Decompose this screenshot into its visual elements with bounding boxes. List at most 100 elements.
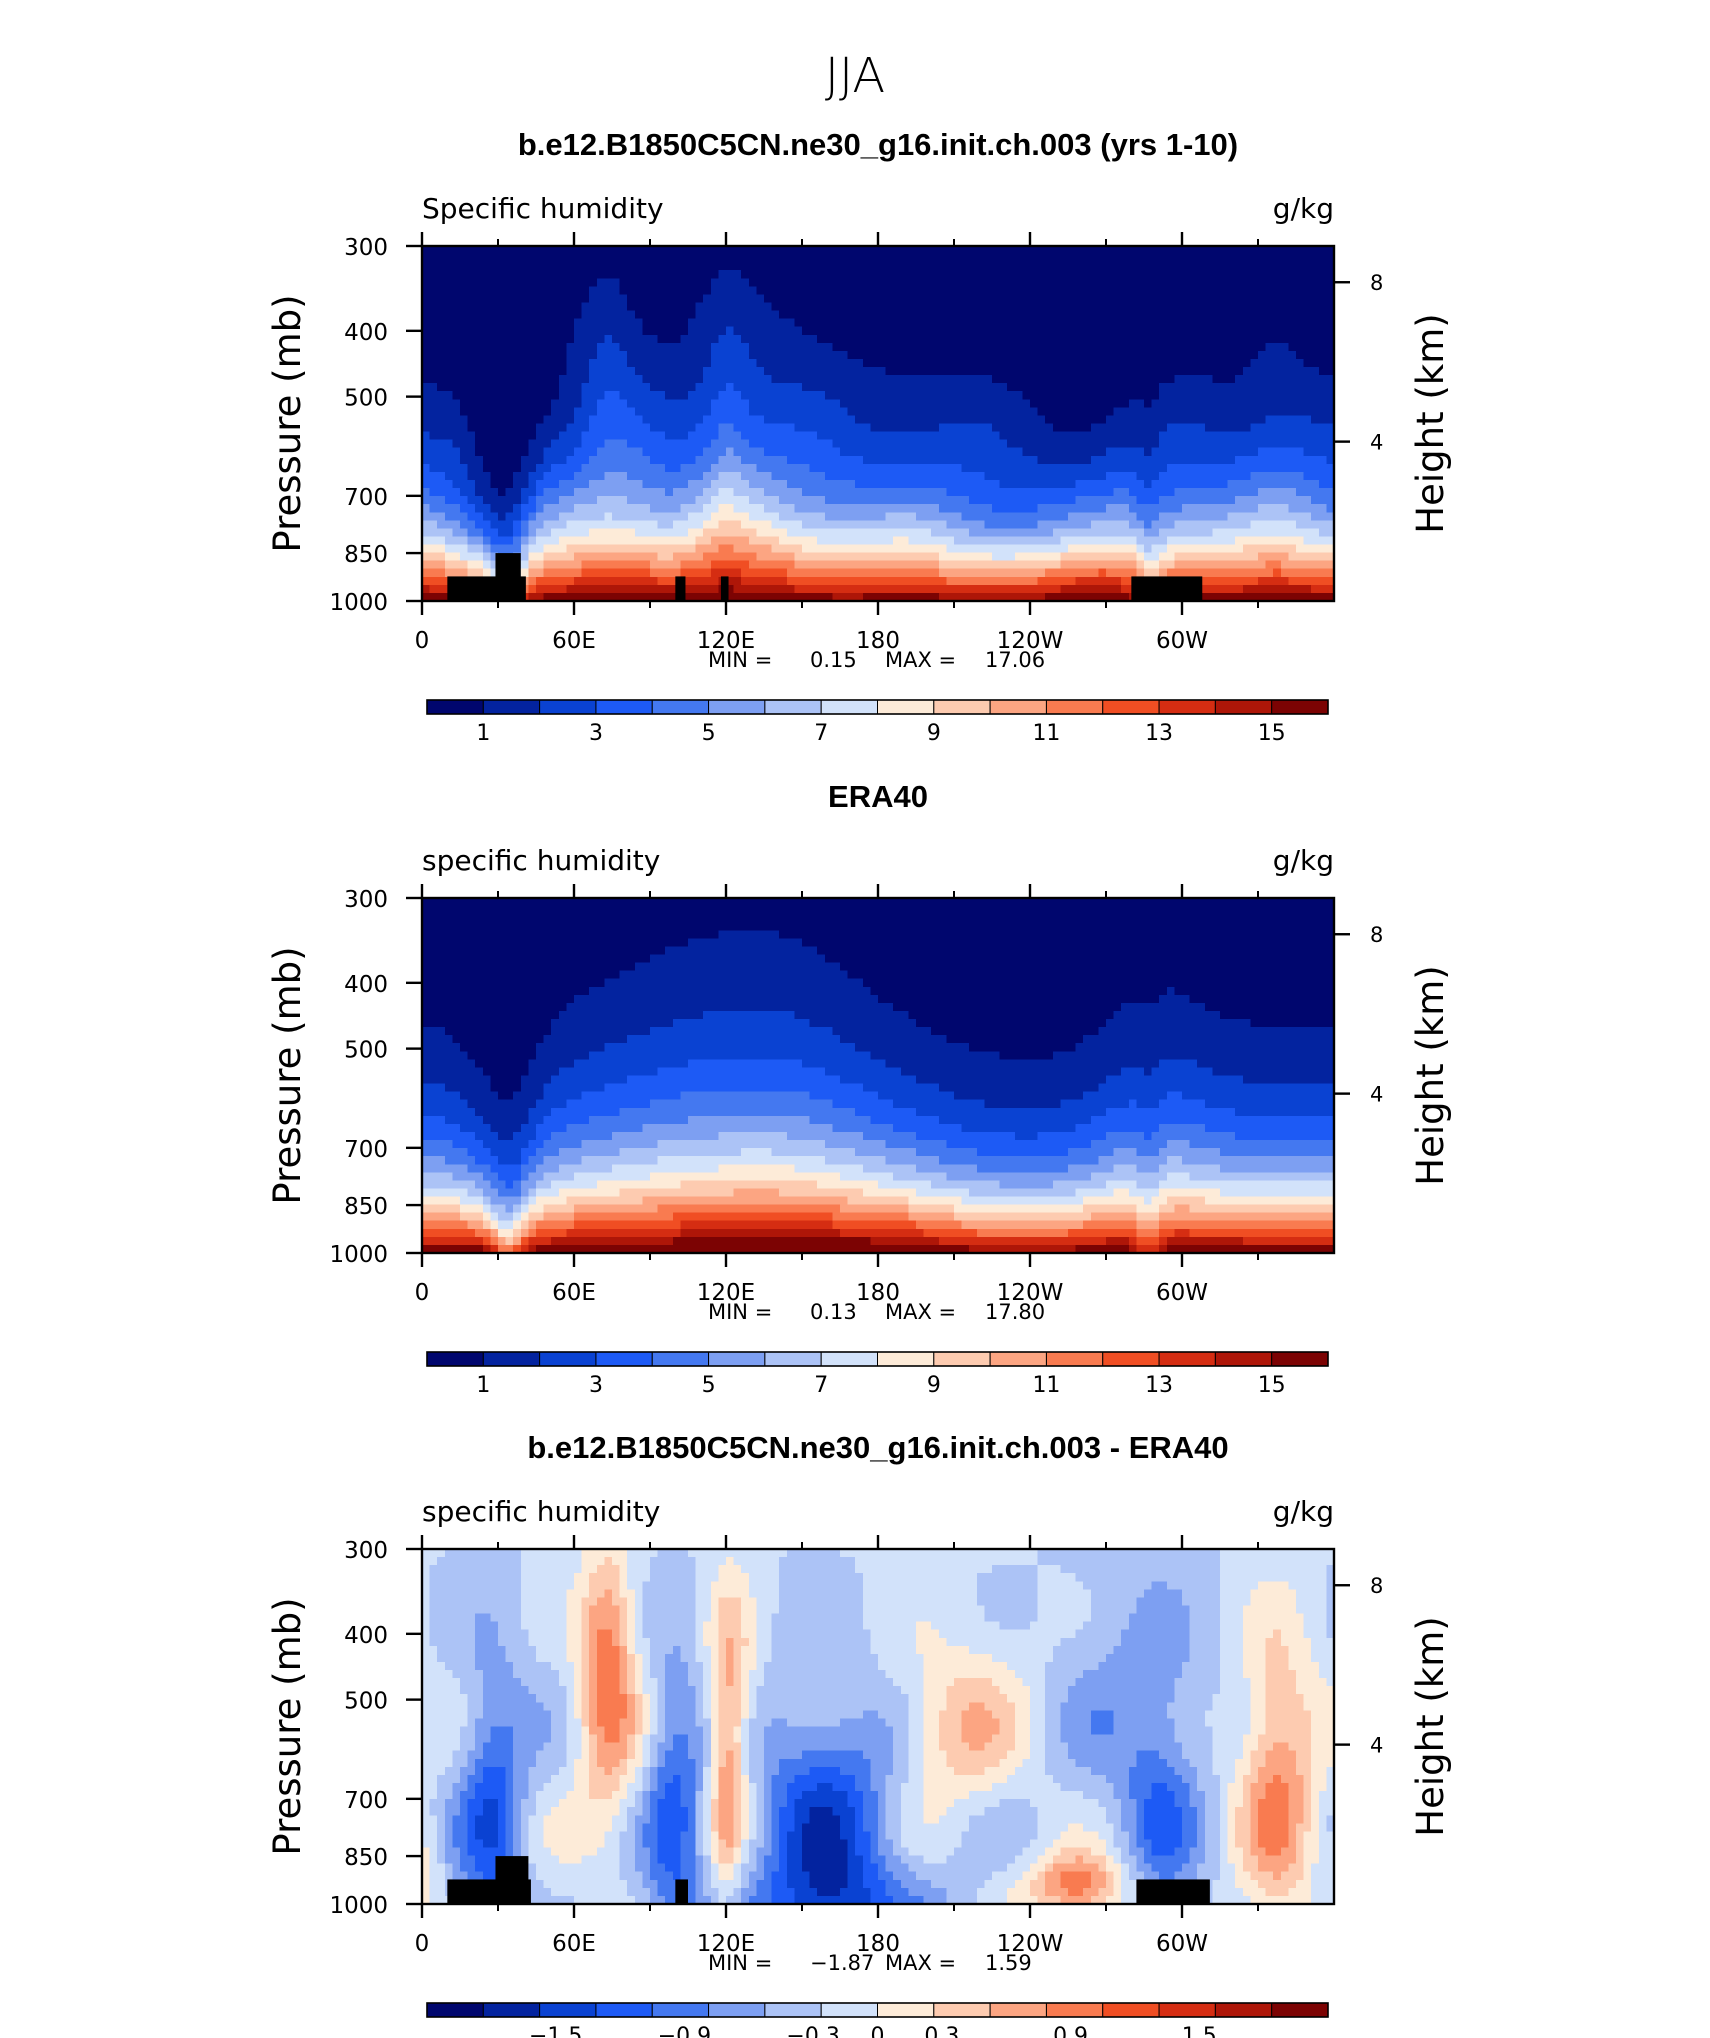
field-cell [558,552,567,562]
field-cell [634,496,643,505]
field-cell [710,415,719,425]
field-cell [1220,286,1229,296]
field-cell [1151,488,1160,497]
field-cell [1060,302,1069,312]
field-cell [916,471,925,481]
field-cell [771,399,780,408]
field-cell [976,278,985,287]
field-cell [1136,439,1145,449]
field-cell [771,455,780,465]
field-cell [1227,367,1236,376]
field-cell [1189,520,1198,529]
field-cell [748,560,757,570]
field-cell [437,286,446,296]
field-cell [482,447,491,457]
field-cell [695,326,704,336]
field-cell [1280,399,1289,408]
field-cell [1204,270,1213,279]
field-cell [1280,496,1289,505]
field-cell [1220,439,1229,449]
field-cell [878,536,887,546]
field-cell [885,455,894,465]
field-cell [1159,504,1168,513]
field-cell [1197,407,1206,417]
field-cell [1273,431,1282,441]
field-cell [1090,334,1099,344]
field-cell [634,568,643,578]
field-cell [528,479,537,489]
field-cell [543,536,552,546]
field-cell [1296,536,1305,546]
field-cell [437,407,446,417]
field-cell [733,479,742,489]
field-cell [786,512,795,521]
field-cell [1197,270,1206,279]
field-cell [574,488,583,497]
field-cell [764,439,773,449]
field-cell [1318,560,1327,570]
field-cell [452,318,461,328]
field-cell [1007,375,1016,384]
field-cell [574,520,583,529]
field-cell [574,254,583,263]
field-cell [1159,367,1168,376]
field-cell [1227,358,1236,368]
field-cell [855,576,864,586]
field-cell [946,310,955,320]
field-cell [1182,391,1191,400]
field-cell [1144,342,1153,352]
field-cell [900,552,909,562]
field-cell [1288,560,1297,570]
field-cell [756,302,765,312]
field-cell [703,391,712,400]
field-cell [992,302,1001,312]
field-cell [992,520,1001,529]
field-cell [779,560,788,570]
field-cell [756,439,765,449]
field-cell [786,278,795,287]
field-cell [1166,544,1175,554]
field-cell [840,447,849,457]
field-cell [931,350,940,360]
field-cell [771,560,780,570]
field-cell [1273,455,1282,465]
field-cell [900,560,909,570]
field-cell [612,512,621,521]
field-cell [1022,520,1031,529]
field-cell [589,350,598,360]
field-cell [1106,302,1115,312]
field-cell [566,536,575,546]
field-cell [885,334,894,344]
field-cell [832,270,841,279]
field-cell [1090,512,1099,521]
field-cell [764,262,773,271]
field-cell [817,262,826,271]
field-cell [908,262,917,271]
field-cell [824,326,833,336]
field-cell [1128,415,1137,425]
field-cell [954,294,963,304]
field-cell [1007,423,1016,433]
field-cell [824,375,833,384]
field-cell [1075,520,1084,529]
field-cell [604,536,613,546]
field-cell [1227,286,1236,296]
field-cell [984,391,993,400]
field-cell [520,415,529,425]
field-cell [1098,294,1107,304]
field-cell [634,294,643,304]
field-cell [467,407,476,417]
field-cell [444,270,453,279]
field-cell [1075,286,1084,296]
field-cell [551,536,560,546]
field-cell [916,294,925,304]
field-cell [1235,504,1244,513]
field-cell [444,463,453,473]
field-cell [885,576,894,586]
field-cell [748,326,757,336]
field-cell [551,310,560,320]
field-cell [923,310,932,320]
field-cell [604,415,613,425]
field-cell [452,286,461,296]
field-cell [650,560,659,570]
